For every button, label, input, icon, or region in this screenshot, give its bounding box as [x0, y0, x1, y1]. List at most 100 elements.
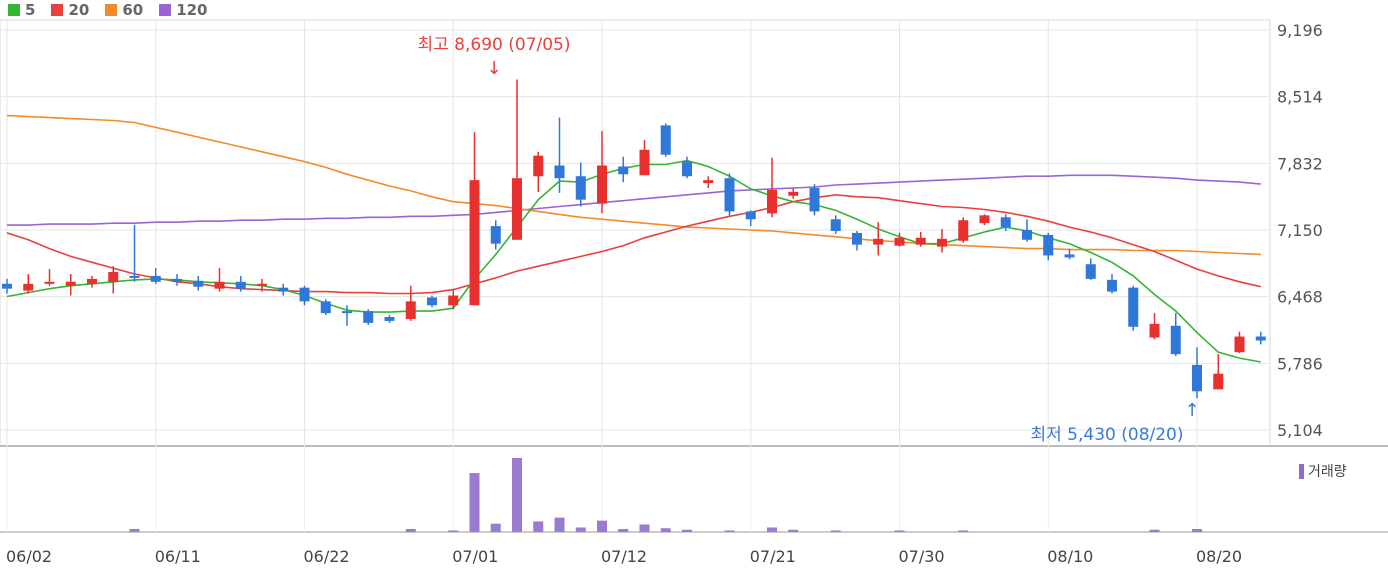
volume-bar	[512, 458, 522, 532]
candle-body	[979, 215, 990, 224]
candle-body	[937, 238, 947, 247]
candle	[554, 117, 565, 193]
candle	[257, 278, 267, 292]
volume-bar	[958, 530, 969, 532]
candle-body	[448, 295, 459, 306]
candle	[235, 275, 246, 292]
candle	[342, 305, 352, 326]
candle-body	[1170, 325, 1181, 355]
candle-body	[873, 238, 884, 245]
candle-body	[1000, 217, 1011, 228]
x-tick-label: 07/21	[750, 547, 796, 566]
candle	[767, 157, 777, 218]
candle-body	[618, 166, 629, 175]
grid	[0, 20, 1270, 532]
volume-legend: 거래량	[1299, 461, 1347, 481]
candle	[979, 214, 990, 226]
candle-body	[87, 278, 97, 284]
candle	[958, 217, 969, 243]
ma60-line	[6, 114, 1261, 256]
low-arrow-icon: ↑	[1184, 400, 1199, 421]
candle	[172, 273, 182, 286]
volume-bar	[618, 528, 629, 532]
candle-body	[278, 287, 289, 292]
x-tick-label: 07/01	[452, 547, 498, 566]
candle-body	[405, 301, 416, 319]
candle-body	[915, 237, 926, 245]
candle-body	[660, 125, 671, 155]
candle-body	[299, 287, 310, 302]
high-annotation: 최고 8,690 (07/05)	[417, 35, 570, 55]
candle-body	[384, 316, 395, 321]
candle	[320, 299, 331, 316]
legend-item-ma5: 5	[8, 1, 35, 19]
volume-bar	[682, 529, 692, 532]
legend-swatch-ma120	[159, 4, 172, 16]
candle	[214, 268, 225, 292]
y-tick-label: 5,786	[1277, 354, 1323, 373]
legend-item-ma20: 20	[51, 1, 89, 19]
candle	[894, 232, 905, 247]
candle	[1170, 313, 1181, 357]
candle-body	[788, 191, 799, 196]
volume-bar	[597, 520, 607, 532]
candle-body	[65, 281, 76, 286]
candle-body	[1255, 336, 1266, 341]
candle	[469, 132, 480, 306]
candle	[150, 268, 161, 284]
candle	[660, 123, 671, 157]
candle-body	[1234, 336, 1245, 353]
x-axis: 06/02 06/11 06/22 07/01 07/12 07/21 07/30 08/10…	[6, 547, 1242, 566]
legend-label-ma5: 5	[25, 1, 36, 19]
volume-bar	[894, 530, 905, 532]
candles	[2, 79, 1266, 399]
legend-swatch-ma5	[8, 4, 20, 16]
volume-bar	[554, 517, 565, 532]
ma5-line	[6, 159, 1261, 363]
candle	[1255, 331, 1266, 345]
y-tick-label: 7,832	[1277, 154, 1323, 173]
candle	[448, 289, 459, 310]
candle	[278, 283, 289, 296]
candle-body	[490, 226, 501, 244]
legend-label-ma120: 120	[176, 1, 208, 19]
y-axis: 9,196 8,514 7,832 7,150 6,468 5,786 5,104	[1277, 21, 1323, 440]
candle-body	[852, 232, 862, 245]
candle	[129, 225, 140, 282]
volume-bar	[575, 527, 586, 532]
candle-body	[639, 149, 650, 176]
candle	[830, 215, 841, 234]
volume-bar	[639, 524, 650, 532]
candle	[1107, 273, 1117, 294]
candle	[1213, 354, 1224, 390]
legend-label-ma60: 60	[122, 1, 144, 19]
legend-item-ma120: 120	[159, 1, 208, 19]
candle-body	[958, 220, 969, 241]
candle	[44, 269, 55, 286]
candle	[915, 231, 926, 247]
candle-body	[745, 211, 756, 220]
candle	[512, 79, 522, 240]
candle	[575, 162, 586, 207]
volume-bar	[1149, 529, 1160, 532]
candle	[937, 229, 947, 253]
y-tick-label: 9,196	[1277, 21, 1323, 40]
candle-body	[809, 187, 820, 212]
volume-bar	[788, 529, 799, 532]
candle	[809, 184, 820, 216]
volume-bar	[533, 521, 544, 532]
x-tick-label: 06/22	[304, 547, 350, 566]
candle-body	[172, 278, 182, 282]
candle-body	[150, 275, 161, 282]
y-tick-label: 8,514	[1277, 88, 1323, 107]
legend-swatch-ma60	[105, 4, 118, 16]
legend: 5 20 60 120	[8, 0, 208, 20]
low-annotation: 최저 5,430 (08/20)	[1030, 425, 1183, 445]
candle-body	[44, 281, 55, 284]
candle	[873, 222, 884, 256]
candle-body	[1064, 254, 1075, 258]
volume-bar	[767, 527, 777, 532]
candle	[533, 151, 544, 192]
candle	[745, 210, 756, 227]
